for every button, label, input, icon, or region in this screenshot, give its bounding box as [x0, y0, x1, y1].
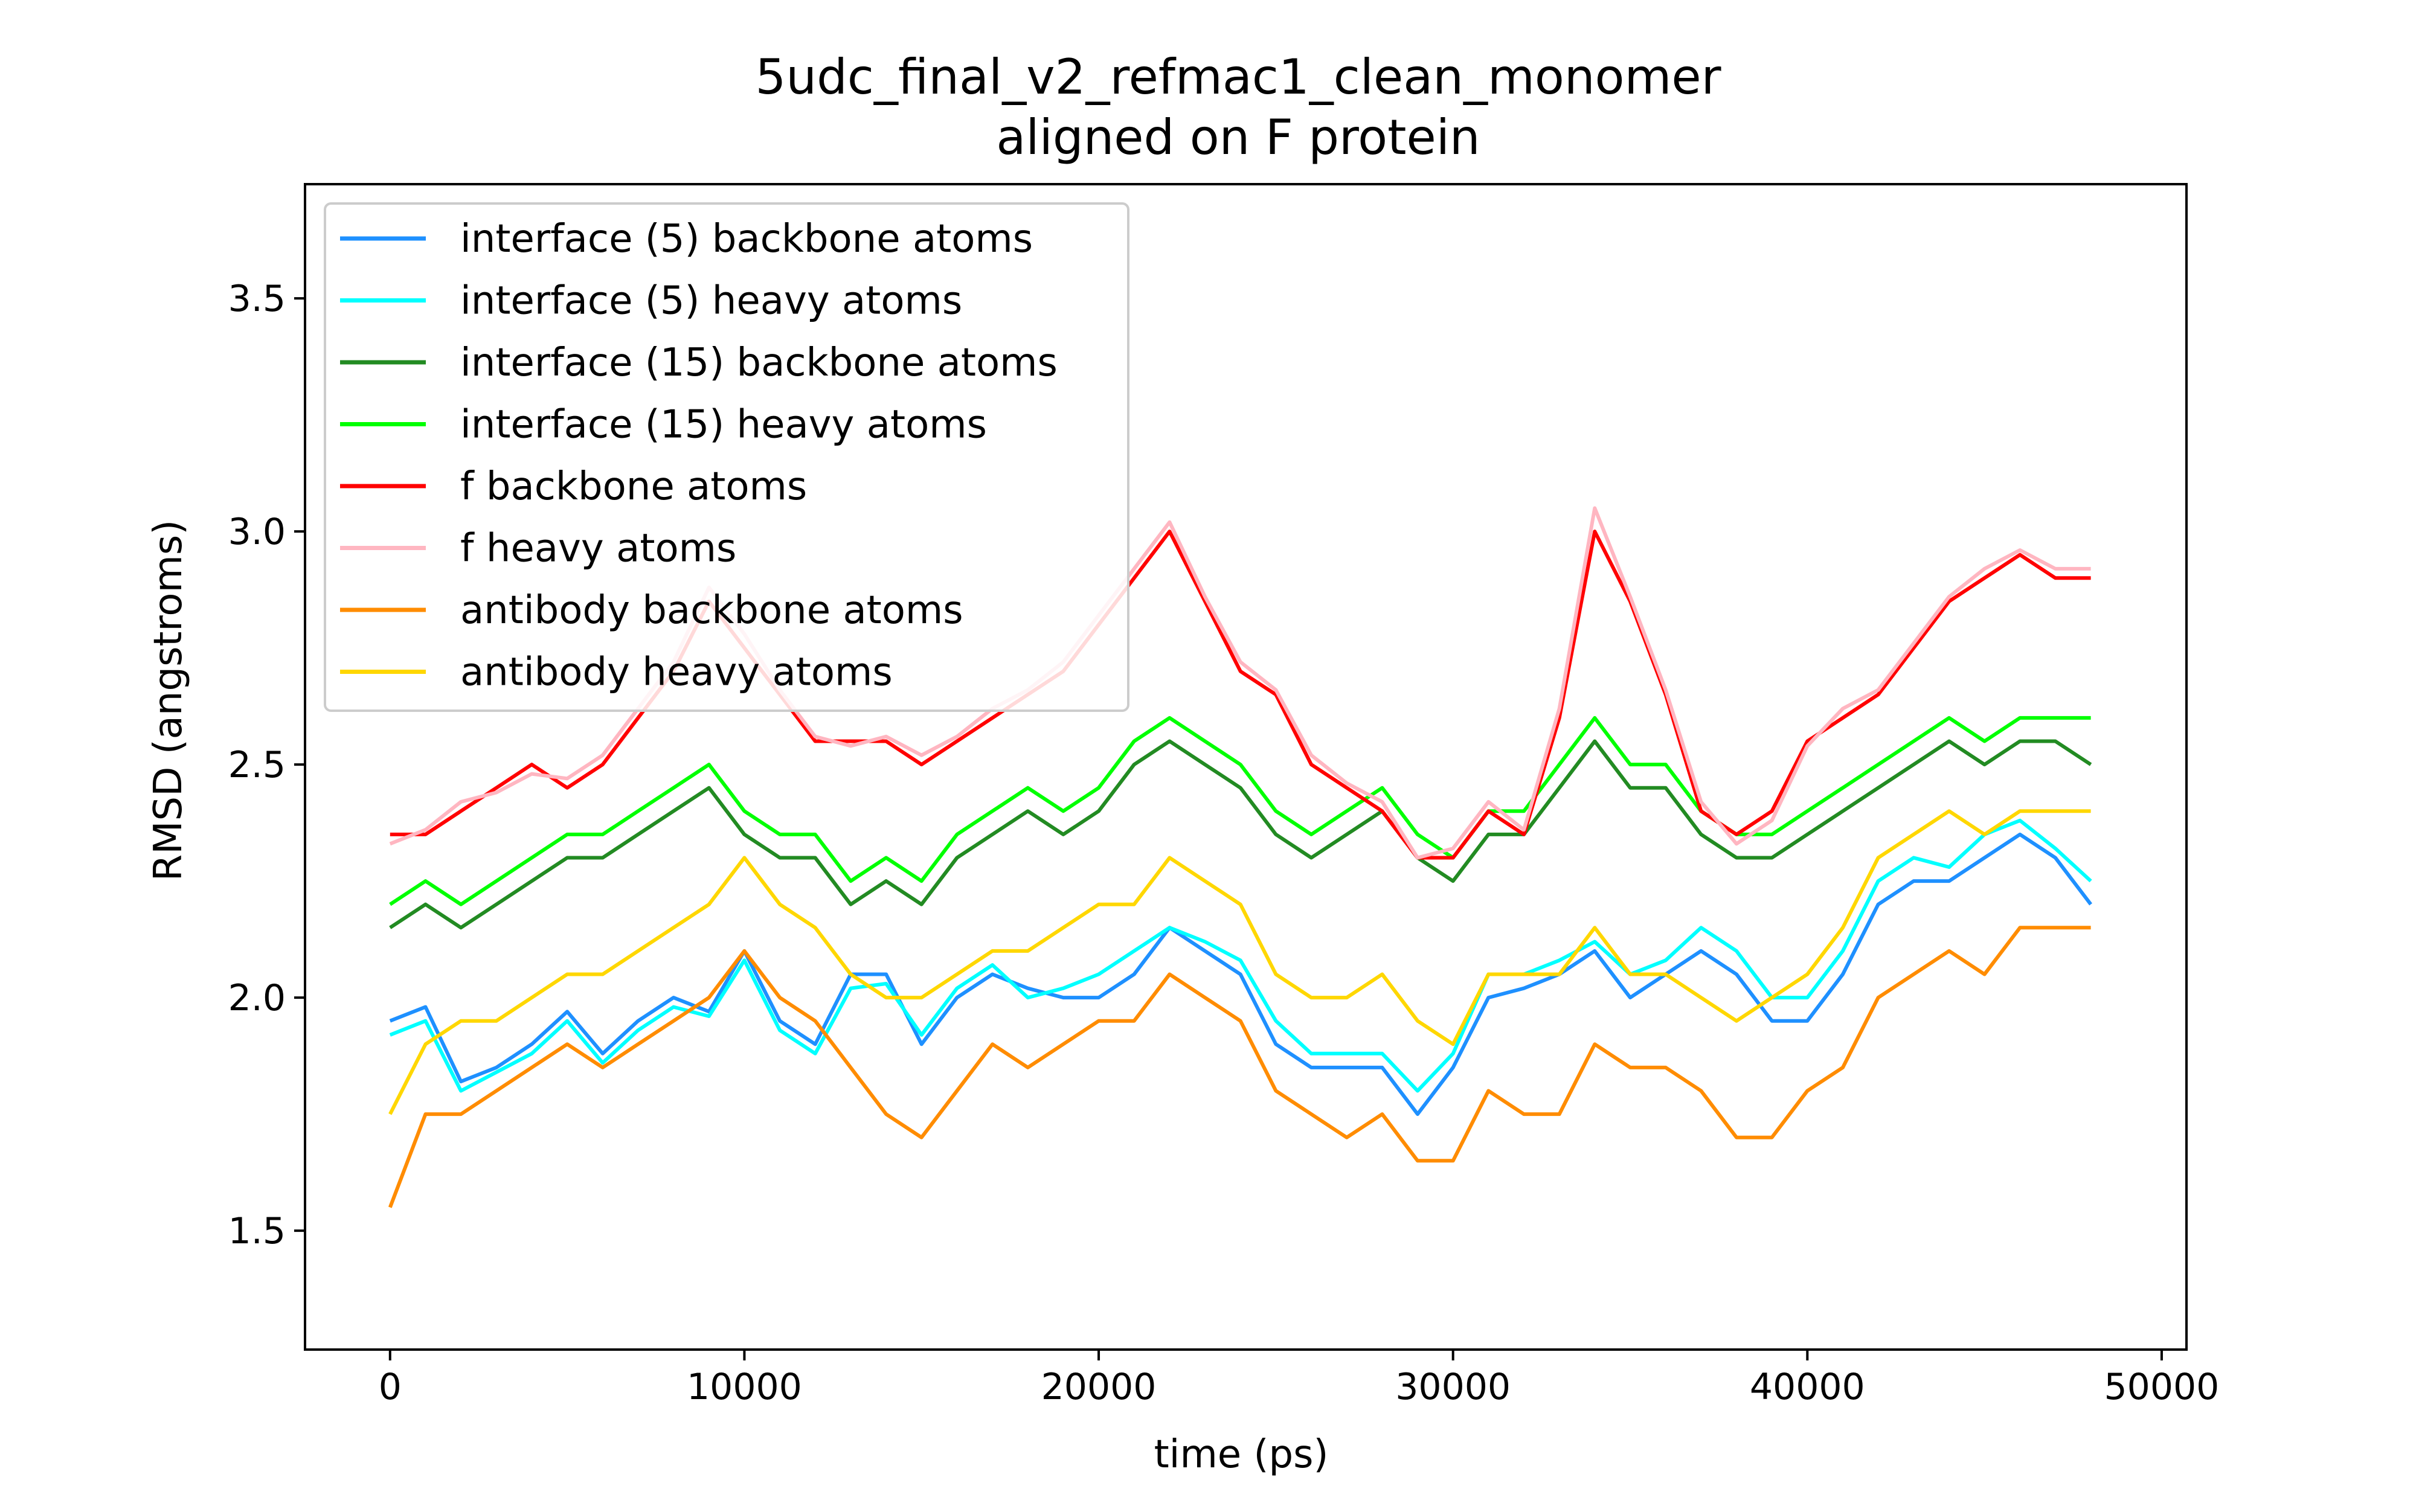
x-tick-label: 0 [379, 1366, 402, 1408]
legend-label-8: antibody heavy atoms [460, 650, 893, 695]
x-tick-label: 30000 [1395, 1366, 1511, 1408]
chart-title: 5udc_final_v2_refmac1_clean_monomer [755, 49, 1721, 105]
legend-label-7: antibody backbone atoms [460, 588, 963, 633]
legend-box [324, 202, 1129, 712]
legend-label-5: f backbone atoms [460, 464, 807, 509]
legend-label-1: interface (5) backbone atoms [460, 217, 1033, 261]
x-axis-label: time (ps) [1154, 1432, 1329, 1477]
legend-label-2: interface (5) heavy atoms [460, 279, 962, 324]
series-line-8 [388, 809, 2091, 1115]
series-line-1 [389, 832, 2092, 1116]
y-tick-label: 2.0 [228, 977, 286, 1019]
series-line-3 [389, 739, 2092, 930]
x-tick-label: 50000 [2104, 1366, 2219, 1408]
chart-legend: interface (5) backbone atoms interface (5… [324, 202, 1129, 712]
series-line-7 [388, 926, 2091, 1208]
y-axis-label: RMSD (angstroms) [146, 520, 191, 881]
legend-label-3: interface (15) backbone atoms [460, 341, 1058, 385]
legend-label-6: f heavy atoms [460, 527, 736, 571]
plot-area: 0 10000 20000 30000 40000 50000 1.5 2.0 2.5 3.0 3.… [228, 183, 2219, 1408]
x-tick-label: 20000 [1041, 1366, 1157, 1408]
y-tick-label: 3.0 [228, 511, 286, 553]
plot-frame [304, 183, 2188, 1351]
legend-label-4: interface (15) heavy atoms [460, 403, 987, 447]
x-tick-label: 40000 [1750, 1366, 1865, 1408]
series-line-2 [389, 818, 2092, 1093]
y-tick-label: 2.5 [228, 744, 286, 786]
y-tick-label: 3.5 [228, 278, 286, 320]
x-tick-label: 10000 [687, 1366, 802, 1408]
chart-subtitle: aligned on F protein [996, 109, 1480, 165]
series-line-4 [389, 716, 2091, 906]
y-tick-label: 1.5 [228, 1210, 286, 1252]
